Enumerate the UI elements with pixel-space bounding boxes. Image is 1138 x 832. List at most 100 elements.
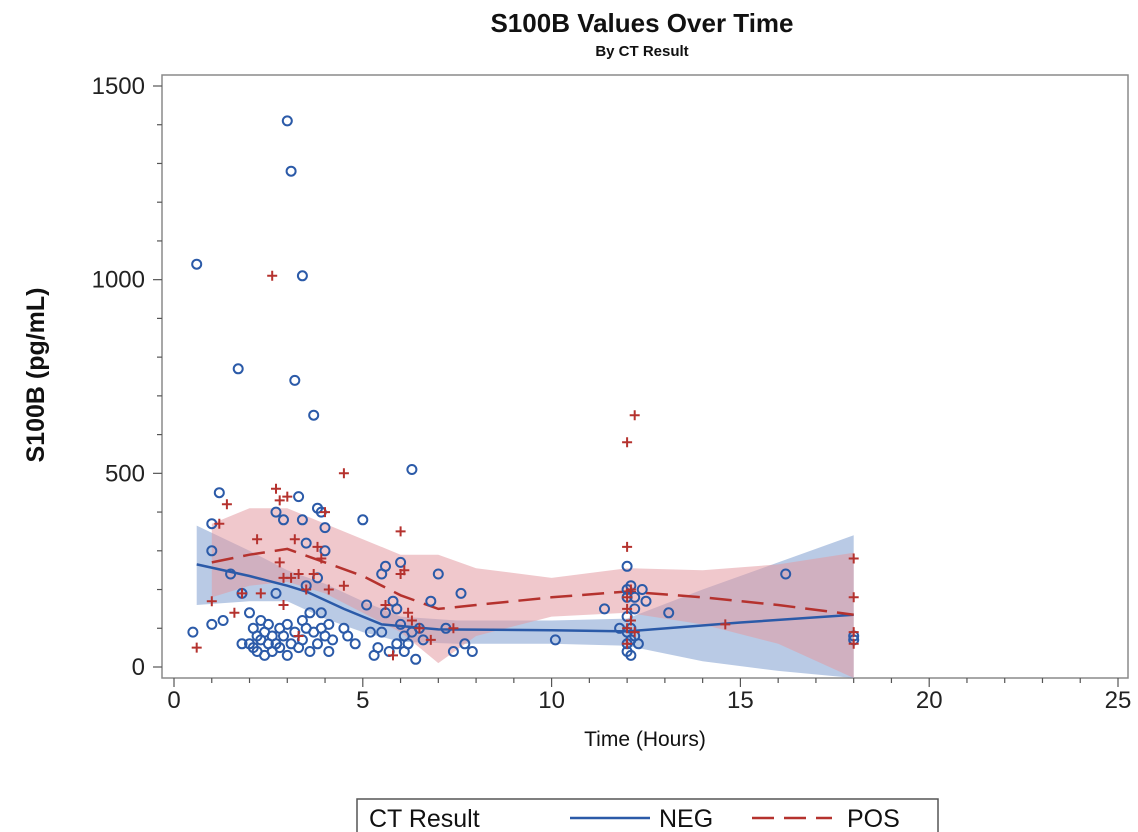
point-neg	[432, 568, 444, 580]
point-pos	[293, 569, 304, 579]
point-neg	[304, 646, 316, 657]
point-pos	[293, 631, 304, 641]
point-neg	[213, 487, 225, 499]
fit-line-pos	[211, 547, 854, 616]
point-pos	[622, 437, 633, 448]
point-pos	[229, 607, 240, 618]
point-neg	[206, 545, 218, 557]
point-neg	[402, 638, 414, 650]
chart-title: S100B Values Over Time	[490, 8, 793, 38]
point-neg	[308, 409, 320, 421]
point-neg	[406, 464, 418, 475]
point-neg	[300, 537, 312, 549]
legend-title: CT Result	[369, 805, 480, 832]
point-neg	[315, 607, 327, 619]
point-neg	[312, 638, 323, 650]
point-neg	[225, 568, 237, 580]
point-pos	[403, 607, 414, 618]
fit-line-neg	[196, 563, 854, 633]
point-pos	[848, 638, 859, 649]
point-neg	[447, 646, 459, 657]
point-neg	[285, 165, 297, 177]
point-neg	[281, 115, 293, 127]
point-neg	[319, 522, 331, 534]
point-pos	[323, 584, 334, 595]
point-neg	[459, 638, 471, 650]
point-pos	[237, 588, 247, 599]
point-pos	[848, 592, 859, 603]
point-neg	[304, 607, 316, 619]
chart-subtitle: By CT Result	[595, 43, 688, 60]
point-pos	[625, 584, 636, 595]
point-pos	[282, 491, 293, 502]
fit-lines	[196, 547, 854, 633]
point-neg	[395, 618, 407, 630]
point-pos	[286, 572, 297, 583]
point-neg	[296, 514, 308, 526]
y-axis-label: S100B (pg/mL)	[22, 287, 50, 462]
point-neg	[380, 560, 391, 572]
x-tick-label: 25	[1105, 687, 1132, 714]
point-pos	[338, 580, 349, 591]
point-pos	[622, 541, 633, 552]
point-neg	[410, 653, 422, 665]
point-neg	[281, 649, 293, 661]
point-neg	[206, 618, 218, 630]
point-pos	[255, 588, 266, 599]
point-neg	[296, 270, 308, 282]
point-pos	[720, 619, 731, 630]
point-neg	[455, 587, 467, 599]
point-neg	[191, 258, 203, 270]
band-pos	[211, 508, 854, 678]
point-pos	[629, 410, 640, 421]
point-pos	[308, 569, 319, 579]
band-neg	[196, 525, 854, 678]
point-neg	[349, 638, 361, 650]
point-pos	[622, 638, 633, 649]
data-points	[187, 115, 860, 665]
point-neg	[549, 634, 561, 646]
plot-frame	[161, 74, 1129, 679]
point-pos	[191, 642, 202, 653]
point-neg	[391, 603, 403, 615]
point-pos	[312, 541, 323, 552]
y-tick-label: 500	[105, 460, 145, 487]
point-neg	[278, 514, 289, 526]
point-pos	[399, 565, 410, 576]
point-pos	[629, 627, 640, 638]
x-tick-label: 10	[538, 687, 565, 714]
point-neg	[376, 626, 388, 638]
point-pos	[622, 623, 633, 634]
point-neg	[425, 595, 437, 607]
point-pos	[221, 499, 232, 510]
point-neg	[278, 630, 289, 642]
point-pos	[848, 553, 859, 564]
point-neg	[395, 556, 407, 568]
point-neg	[357, 514, 369, 526]
point-pos	[380, 600, 391, 610]
point-neg	[262, 618, 274, 630]
point-neg	[270, 587, 282, 599]
point-neg	[391, 638, 403, 650]
point-pos	[271, 483, 281, 494]
point-pos	[338, 468, 349, 479]
legend-neg-label: NEG	[659, 805, 713, 832]
axes: 0 5 10 15 20 25 0 500 1000 1500	[92, 73, 1132, 714]
point-neg	[640, 595, 652, 607]
point-pos	[414, 623, 425, 634]
point-neg	[319, 545, 331, 557]
point-neg	[372, 642, 384, 654]
x-tick-label: 20	[916, 687, 943, 714]
point-pos	[252, 534, 263, 545]
point-neg	[293, 491, 305, 503]
legend-box	[356, 798, 939, 832]
point-neg	[217, 615, 229, 626]
point-pos	[425, 634, 436, 645]
y-tick-label: 1000	[92, 267, 145, 294]
point-pos	[395, 526, 406, 537]
x-tick-label: 0	[167, 687, 180, 714]
point-pos	[274, 557, 285, 568]
point-neg	[289, 374, 301, 386]
point-pos	[274, 495, 285, 506]
